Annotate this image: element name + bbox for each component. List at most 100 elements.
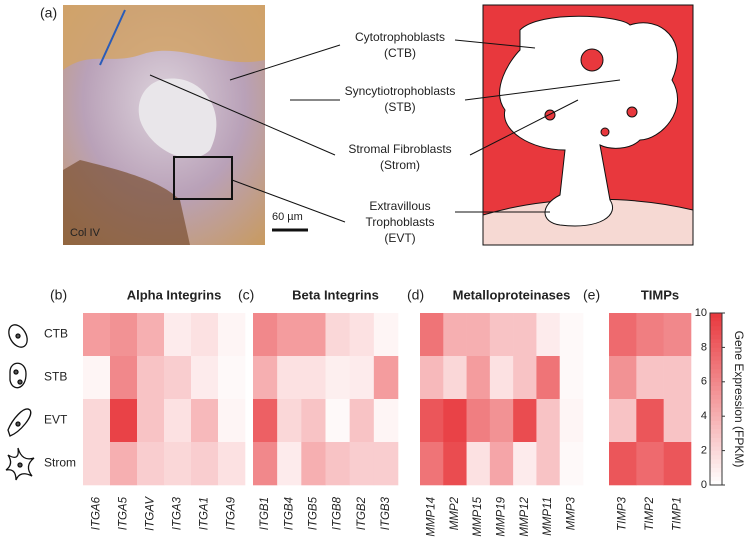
heat-cell	[110, 399, 138, 443]
heat-cell	[83, 313, 111, 357]
heat-cell	[489, 313, 514, 357]
annotation: (STB)	[384, 100, 415, 114]
column-label: ITGAV	[145, 496, 157, 531]
colorbar-step	[710, 416, 722, 421]
heat-cell	[137, 313, 165, 357]
heat-cell	[110, 356, 138, 400]
heat-cell	[536, 442, 561, 486]
heat-cell	[301, 313, 326, 357]
heat-cell	[420, 313, 444, 357]
column-label: TIMP2	[644, 496, 656, 530]
colorbar-step	[710, 364, 722, 370]
heat-cell	[277, 442, 302, 486]
heat-cell	[559, 442, 584, 486]
column-label: ITGA1	[199, 497, 211, 530]
colorbar-tick-label: 0	[701, 479, 707, 491]
heat-cell	[253, 399, 278, 443]
heat-cell	[191, 356, 219, 400]
heat-cell	[559, 313, 584, 357]
heat-cell	[443, 313, 467, 357]
colorbar-step	[710, 347, 722, 352]
column-label: TIMP3	[617, 496, 629, 530]
heat-cell	[466, 399, 491, 443]
colorbar-step	[710, 330, 722, 335]
column-label: ITGA9	[226, 496, 238, 530]
heat-cell	[191, 313, 219, 357]
colorbar-tick-label: 8	[701, 341, 707, 353]
heat-cell	[301, 356, 326, 400]
heat-cell	[164, 356, 192, 400]
colorbar-step	[710, 459, 722, 464]
heat-cell	[489, 399, 514, 443]
column-label: ITGB5	[307, 496, 319, 530]
schematic	[482, 4, 694, 246]
column-label: ITGA6	[91, 496, 103, 530]
row-label: Strom	[44, 456, 76, 470]
colorbar-step	[710, 472, 722, 477]
colorbar-step	[710, 429, 722, 434]
heat-cell	[489, 442, 514, 486]
column-label: ITGB1	[259, 497, 271, 530]
heat-cell	[636, 442, 664, 486]
annotation: Cytotrophoblasts	[355, 30, 445, 44]
column-label: TIMP1	[671, 497, 683, 531]
panel-label: (c)	[238, 287, 254, 303]
heat-cell	[373, 399, 399, 443]
colorbar-step	[710, 411, 722, 417]
colorbar-tick-label: 2	[701, 445, 707, 457]
heat-cell	[559, 356, 584, 400]
colorbar-tick-label: 6	[701, 376, 707, 388]
panel-label: (e)	[583, 287, 600, 303]
leader-lines	[149, 39, 621, 223]
row-label: CTB	[44, 327, 68, 341]
micrograph	[63, 5, 308, 245]
row-label: STB	[44, 370, 67, 384]
heat-cell	[218, 399, 246, 443]
colorbar-step	[710, 442, 722, 447]
heatmap-title: Beta Integrins	[292, 287, 379, 302]
column-label: ITGA5	[118, 496, 130, 530]
colorbar-step	[710, 420, 722, 426]
heat-cell	[164, 442, 192, 486]
heat-cell	[164, 399, 192, 443]
annotation: Trophoblasts	[366, 215, 435, 229]
colorbar-step	[710, 450, 722, 456]
heat-cell	[137, 399, 165, 443]
heat-cell	[373, 442, 399, 486]
annotation: Stromal Fibroblasts	[348, 142, 451, 156]
colorbar-step	[710, 433, 722, 438]
colorbar-step	[710, 390, 722, 395]
heatmap-title: Metalloproteinases	[453, 287, 571, 302]
colorbar-step	[710, 377, 722, 383]
heat-cell	[663, 356, 692, 400]
colorbar-step	[710, 356, 722, 361]
heat-cell	[83, 399, 111, 443]
heat-cell	[489, 356, 514, 400]
colorbar-step	[710, 368, 722, 374]
heat-cell	[218, 313, 246, 357]
colorbar-step	[710, 360, 722, 365]
heat-cell	[218, 442, 246, 486]
row-label: EVT	[44, 413, 68, 427]
heat-cell	[663, 399, 692, 443]
column-label: MMP12	[519, 496, 531, 536]
colorbar-step	[710, 338, 722, 344]
heat-cell	[349, 313, 375, 357]
colorbar-step	[710, 407, 722, 413]
column-label: MMP3	[565, 496, 577, 530]
heat-cell	[253, 356, 278, 400]
heatmap-title: Alpha Integrins	[127, 287, 222, 302]
heat-cell	[636, 356, 664, 400]
heat-cell	[466, 356, 491, 400]
heat-cell	[420, 399, 444, 443]
colorbar-step	[710, 480, 722, 486]
colorbar-step	[710, 325, 722, 331]
column-label: MMP15	[472, 496, 484, 536]
colorbar-step	[710, 381, 722, 387]
column-label: ITGA3	[172, 496, 184, 530]
heat-cell	[420, 442, 444, 486]
column-label: MMP2	[449, 496, 461, 530]
heat-cell	[513, 442, 537, 486]
colorbar-step	[710, 334, 722, 340]
